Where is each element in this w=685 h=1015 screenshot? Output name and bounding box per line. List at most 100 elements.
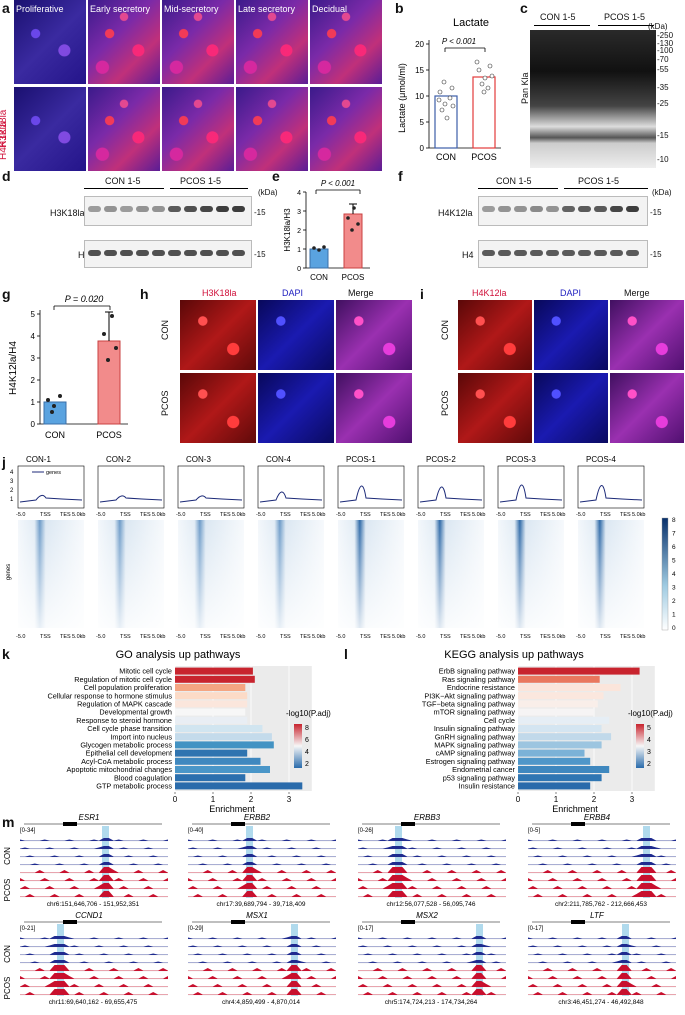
kegg-enrichment-chart: KEGG analysis up pathways ErbB signaling … bbox=[422, 649, 673, 814]
kda-label: (kDa) bbox=[648, 22, 668, 31]
row-label-con: CON bbox=[3, 945, 12, 963]
blot-band bbox=[104, 250, 117, 256]
legend-tick: 8 bbox=[305, 725, 309, 732]
y-tick: 20 bbox=[415, 40, 424, 49]
image-con-dapi bbox=[534, 300, 608, 370]
x-tick-label: -5.0 bbox=[496, 512, 505, 518]
signal-track bbox=[188, 846, 336, 849]
signal-track bbox=[188, 936, 336, 939]
signal-track bbox=[20, 854, 168, 857]
signal-track bbox=[358, 944, 506, 947]
signal-track bbox=[188, 891, 336, 897]
kda-marker: -130 bbox=[657, 39, 674, 48]
coordinate-label: chr3:46,451,274 - 46,492,848 bbox=[558, 999, 644, 1006]
enrichment-bar bbox=[175, 782, 303, 790]
signal-track bbox=[528, 960, 676, 963]
track-range: [0-5] bbox=[528, 828, 540, 834]
enrichment-bar bbox=[175, 675, 255, 683]
enrichment-bar bbox=[175, 700, 248, 708]
signal-track bbox=[528, 936, 676, 939]
enrichment-bar bbox=[518, 757, 591, 765]
x-tick-label: TSS bbox=[520, 512, 531, 518]
blot-band bbox=[168, 206, 181, 212]
gene-name: ERBB2 bbox=[244, 813, 271, 822]
image-h4k12la bbox=[88, 87, 160, 171]
bar-con bbox=[434, 95, 458, 149]
signal-track bbox=[358, 862, 506, 865]
blot-band bbox=[216, 206, 229, 212]
coordinate-label: chr4:4,859,499 - 4,870,014 bbox=[222, 999, 300, 1006]
blot-band bbox=[88, 206, 101, 212]
x-tick-label: TSS bbox=[600, 512, 611, 518]
blot-band bbox=[120, 250, 133, 256]
panel-label-h: h bbox=[140, 286, 149, 302]
blot-band bbox=[88, 250, 101, 256]
x-tick: 0 bbox=[516, 795, 521, 804]
term-label: TGF−beta signaling pathway bbox=[422, 700, 515, 709]
x-tick: 0 bbox=[173, 795, 178, 804]
blot-band bbox=[610, 206, 623, 212]
signal-track bbox=[528, 854, 676, 857]
signal-track bbox=[358, 891, 506, 897]
gene-name: MSX1 bbox=[246, 911, 268, 920]
x-tick-label: TES bbox=[620, 512, 631, 518]
col-label-h3k18la: H3K18la bbox=[202, 288, 237, 298]
profile-curve bbox=[499, 484, 563, 503]
lactate-chart: Lactate P < 0.001 0 5 10 15 20 Lactate (μmol… bbox=[397, 17, 501, 162]
term-label: mTOR signaling pathway bbox=[434, 708, 516, 717]
marker-15: -15 bbox=[650, 208, 662, 217]
x-tick-label: 5.0kb bbox=[152, 512, 165, 518]
h4k12la-ratio-chart: P = 0.020 0 1 2 3 4 5 H4K12la/H4 CON PCOS bbox=[8, 294, 128, 440]
kda-label: (kDa) bbox=[258, 188, 278, 197]
x-tick-label: TSS bbox=[200, 512, 211, 518]
profile-box bbox=[177, 465, 245, 509]
row-label-pcos: PCOS bbox=[160, 390, 170, 416]
x-tick-label: 5.0kb bbox=[232, 634, 245, 640]
profile-box bbox=[17, 465, 85, 509]
legend-tick: 4 bbox=[647, 737, 651, 744]
heatmap-ylabel: genes bbox=[6, 564, 12, 580]
image-pcos-h3k18la bbox=[180, 373, 256, 443]
signal-track bbox=[188, 965, 336, 971]
marker-15: -15 bbox=[254, 250, 266, 259]
profile-box bbox=[497, 465, 565, 509]
x-tick-label: TES bbox=[140, 634, 151, 640]
x-tick-label: 5.0kb bbox=[552, 634, 565, 640]
y-tick: 3 bbox=[31, 354, 36, 363]
stage-label: Early secretory bbox=[90, 4, 151, 14]
signal-track bbox=[188, 875, 336, 881]
signal-track bbox=[20, 944, 168, 947]
sample-label: PCOS-3 bbox=[506, 455, 536, 464]
y-tick: 4 bbox=[297, 190, 301, 197]
x-tick-label: 5.0kb bbox=[312, 512, 325, 518]
signal-track bbox=[528, 838, 676, 841]
profile-box bbox=[257, 465, 325, 509]
col-label-h4k12la: H4K12la bbox=[472, 288, 507, 298]
sample-label: CON-1 bbox=[26, 455, 51, 464]
term-label: Blood coagulation bbox=[114, 773, 172, 782]
x-tick-label: 5.0kb bbox=[392, 634, 405, 640]
image-h4k12la bbox=[14, 87, 86, 171]
blot-band bbox=[200, 250, 213, 256]
panel-label-j: j bbox=[2, 454, 6, 470]
stage-label: Proliferative bbox=[16, 4, 64, 14]
image-pcos-merge bbox=[336, 373, 412, 443]
enrichment-bar bbox=[175, 667, 253, 675]
legend-tick: 2 bbox=[647, 761, 651, 768]
enrichment-bar bbox=[518, 782, 591, 790]
p-value: P = 0.020 bbox=[65, 294, 103, 304]
enrichment-bar bbox=[175, 708, 246, 716]
legend-label: genes bbox=[46, 470, 61, 476]
profile-box bbox=[417, 465, 485, 509]
term-label: Mitotic cell cycle bbox=[119, 667, 172, 676]
term-label: PI3K−Akt signaling pathway bbox=[424, 691, 515, 700]
scale-tick: 6 bbox=[672, 544, 676, 551]
blot-band bbox=[514, 206, 527, 212]
x-tick: 2 bbox=[592, 795, 597, 804]
legend-colorbar bbox=[636, 724, 644, 768]
stage-label: Late secretory bbox=[238, 4, 296, 14]
enrichment-bar bbox=[175, 692, 248, 700]
panel-label-f: f bbox=[398, 168, 403, 184]
signal-track bbox=[20, 867, 168, 873]
coordinate-label: chr17:39,689,794 - 39,718,409 bbox=[217, 901, 306, 908]
